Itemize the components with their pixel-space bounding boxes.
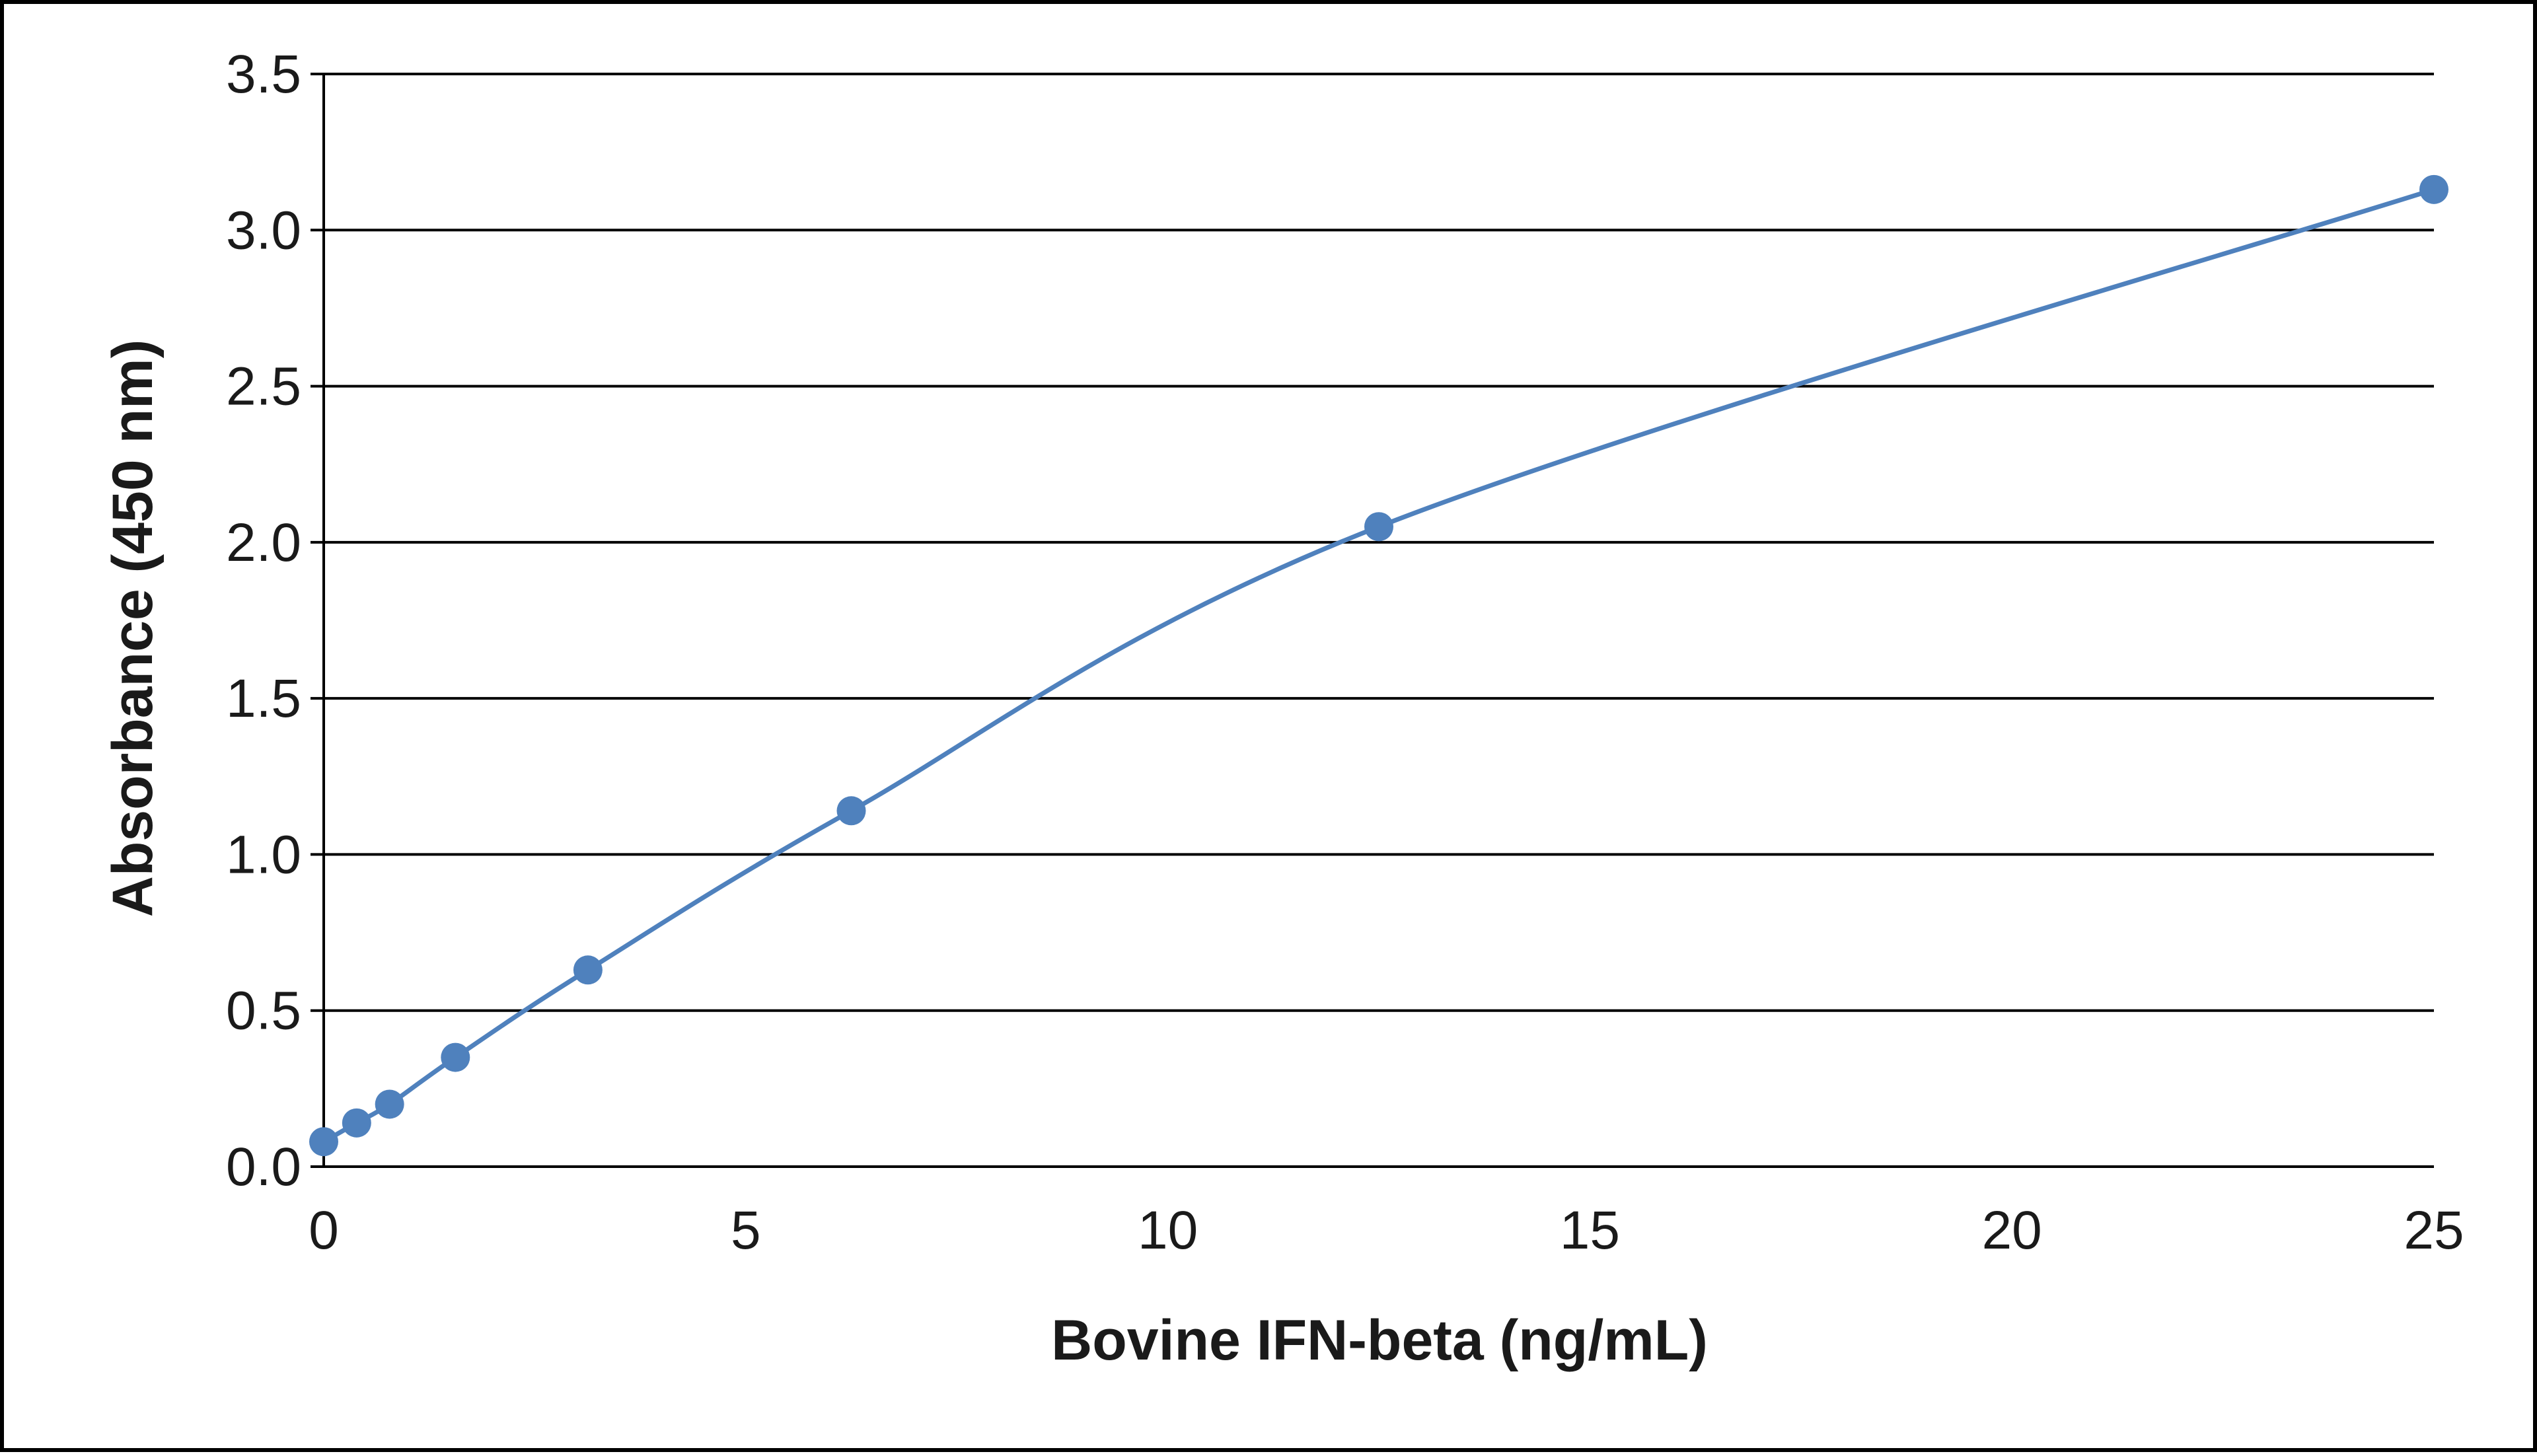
- y-tick-label-6: 3.0: [226, 200, 301, 260]
- chart: 0.0 0.5 1.0 1.5 2.0 2.5 3.0 3.5 0 5 10 15 20 25 Bovi…: [101, 44, 2464, 1372]
- y-tick-label-2: 1.0: [226, 824, 301, 885]
- axes: [311, 73, 2434, 1168]
- x-tick-labels: 0 5 10 15 20 25: [309, 1200, 2464, 1260]
- gridlines: [324, 73, 2434, 1012]
- series-line-0: [321, 187, 2437, 1144]
- series: [309, 174, 2448, 1157]
- x-tick-label-5: 25: [2404, 1200, 2464, 1260]
- y-tick-label-7: 3.5: [226, 44, 301, 104]
- y-tick-label-5: 2.5: [226, 357, 301, 417]
- x-tick-label-3: 15: [1560, 1200, 1620, 1260]
- y-tick-label-3: 1.5: [226, 669, 301, 729]
- y-tick-label-0: 0.0: [226, 1137, 301, 1197]
- x-axis-title: Bovine IFN-beta (ng/mL): [1051, 1309, 1708, 1372]
- data-point-0-0: [309, 1127, 338, 1157]
- data-point-0-7: [2419, 174, 2448, 204]
- data-point-0-6: [1364, 512, 1393, 542]
- y-tick-labels: 0.0 0.5 1.0 1.5 2.0 2.5 3.0 3.5: [226, 44, 301, 1197]
- x-tick-label-0: 0: [309, 1200, 339, 1260]
- y-tick-label-4: 2.0: [226, 513, 301, 573]
- data-point-0-5: [836, 796, 866, 826]
- x-tick-label-4: 20: [1982, 1200, 2042, 1260]
- data-point-0-2: [375, 1089, 404, 1119]
- data-point-0-1: [342, 1108, 371, 1138]
- data-point-0-3: [441, 1042, 470, 1072]
- x-tick-label-2: 10: [1138, 1200, 1198, 1260]
- y-axis-title: Absorbance (450 nm): [101, 340, 165, 918]
- y-tick-label-1: 0.5: [226, 981, 301, 1041]
- x-tick-label-1: 5: [731, 1200, 761, 1260]
- data-point-0-4: [573, 955, 603, 985]
